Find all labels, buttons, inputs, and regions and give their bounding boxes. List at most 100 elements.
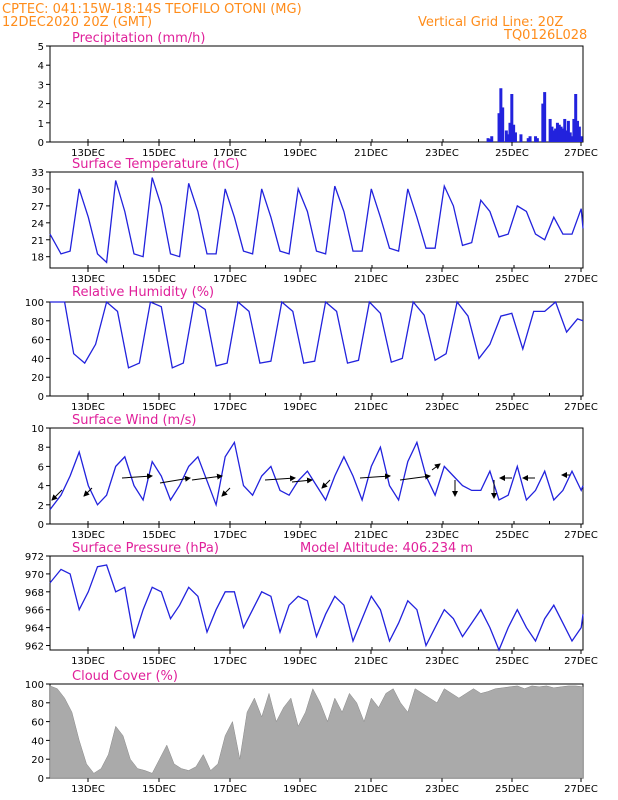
temp-series-line (49, 177, 584, 264)
wind-direction-arrow (191, 473, 223, 481)
cloud-xtick-label: 17DEC (213, 784, 247, 795)
precip-bar (576, 120, 580, 142)
precip-ytick-label: 2 (38, 100, 44, 111)
wind-ytick-label: 2 (38, 501, 44, 512)
precip-bar (508, 122, 512, 142)
precip-xtick-label: 23DEC (425, 148, 459, 159)
wind-ytick-label: 8 (38, 443, 44, 454)
wind-frame (49, 427, 584, 525)
precip-bar (519, 134, 523, 142)
panels: Precipitation (mm/h) 0 1 2 3 4 5 13DEC 15DEC 17DE… (25, 31, 598, 795)
temp-xtick-label: 19DEC (283, 274, 317, 285)
cloud-ytick-label: 80 (31, 699, 44, 710)
wind-ytick-label: 10 (31, 424, 44, 435)
wind-direction-arrow (399, 473, 431, 481)
wind-direction-arrow (321, 479, 331, 489)
wind-title: Surface Wind (m/s) (72, 413, 196, 428)
wind-xtick-label: 27DEC (564, 530, 598, 541)
rh-ytick-label: 80 (31, 317, 44, 328)
rh-xtick-label: 13DEC (71, 402, 105, 413)
precip-bar (561, 128, 565, 142)
wind-xtick-label: 23DEC (425, 530, 459, 541)
cloud-panel: Cloud Cover (%) 0 20 40 60 80 100 13DEC 15DEC 17D… (25, 669, 598, 795)
header-code: TQ0126L028 (503, 28, 587, 43)
precip-title: Precipitation (mm/h) (72, 31, 205, 46)
wind-direction-arrow (431, 463, 441, 471)
cloud-xtick-label: 15DEC (142, 784, 176, 795)
rh-ytick-label: 100 (25, 298, 44, 309)
precip-bar (550, 126, 554, 142)
precip-bar (513, 132, 517, 142)
temp-frame (49, 171, 584, 269)
pressure-xtick-label: 19DEC (283, 656, 317, 667)
precip-xtick-label: 25DEC (495, 148, 529, 159)
precip-xtick-label: 21DEC (354, 148, 388, 159)
wind-ytick-label: 0 (38, 520, 44, 531)
pressure-ytick-label: 968 (25, 588, 44, 599)
precip-bar (563, 118, 567, 142)
pressure-ytick-label: 972 (25, 552, 44, 563)
cloud-ytick-label: 0 (38, 774, 44, 785)
cloud-xtick-label: 13DEC (71, 784, 105, 795)
pressure-xtick-label: 17DEC (213, 656, 247, 667)
cloud-xtick-label: 19DEC (283, 784, 317, 795)
precip-ytick-label: 4 (38, 61, 44, 72)
rh-ytick-label: 40 (31, 354, 44, 365)
wind-direction-arrow (121, 473, 153, 480)
precip-bar (552, 130, 556, 142)
precip-bar (506, 134, 510, 142)
wind-xtick-label: 17DEC (213, 530, 247, 541)
precip-xtick-label: 27DEC (564, 148, 598, 159)
rh-panel: Relative Humidity (%) 0 20 40 60 80 100 13DEC 15… (25, 285, 598, 413)
rh-xtick-label: 27DEC (564, 402, 598, 413)
pressure-subtitle: Model Altitude: 406.234 m (300, 541, 473, 556)
rh-series-line (50, 300, 584, 369)
precip-bar (528, 136, 532, 142)
cloud-xtick-label: 27DEC (564, 784, 598, 795)
pressure-panel: Surface Pressure (hPa) Model Altitude: 40… (25, 541, 598, 667)
rh-ytick-label: 0 (38, 392, 44, 403)
precip-bar (570, 136, 574, 142)
pressure-xtick-label: 23DEC (425, 656, 459, 667)
precip-bar (543, 92, 547, 142)
precip-bar (499, 88, 503, 142)
pressure-ytick-label: 964 (25, 624, 44, 635)
temp-xtick-label: 17DEC (213, 274, 247, 285)
pressure-xtick-label: 27DEC (564, 656, 598, 667)
precip-bar (488, 139, 492, 142)
precip-bar (497, 113, 501, 142)
precip-bar (535, 138, 539, 142)
temp-title: Surface Temperature (nC) (72, 157, 240, 172)
cloud-ytick-label: 20 (31, 755, 44, 766)
precip-xtick-label: 15DEC (142, 148, 176, 159)
precip-ytick-label: 3 (38, 80, 44, 91)
precip-bar (554, 128, 558, 142)
temp-ytick-label: 30 (31, 185, 44, 196)
temp-xtick-label: 27DEC (564, 274, 598, 285)
precip-bar (565, 130, 569, 142)
precip-bar (486, 138, 490, 142)
header-station: CPTEC: 041:15W-18:14S TEOFILO OTONI (MG) (2, 2, 302, 17)
cloud-xtick-label: 25DEC (495, 784, 529, 795)
cloud-xtick-label: 21DEC (354, 784, 388, 795)
precip-bar (512, 124, 516, 142)
precip-bar (555, 122, 559, 142)
pressure-series-line (49, 564, 584, 652)
wind-ytick-label: 6 (38, 462, 44, 473)
precip-xtick-label: 13DEC (71, 148, 105, 159)
wind-direction-arrow (83, 487, 93, 497)
precip-bar (572, 118, 576, 142)
rh-xtick-label: 19DEC (283, 402, 317, 413)
precip-xtick-label: 17DEC (213, 148, 247, 159)
cloud-ytick-label: 60 (31, 718, 44, 729)
precip-bar (501, 107, 505, 142)
rh-xtick-label: 17DEC (213, 402, 247, 413)
wind-xtick-label: 25DEC (495, 530, 529, 541)
wind-ytick-label: 4 (38, 482, 44, 493)
wind-xtick-label: 21DEC (354, 530, 388, 541)
header-date: 12DEC2020 20Z (GMT) (2, 15, 152, 30)
rh-xtick-label: 25DEC (495, 402, 529, 413)
rh-title: Relative Humidity (%) (72, 285, 214, 300)
wind-panel: Surface Wind (m/s) 0 2 4 6 8 10 13DEC 15DEC 17DEC… (31, 413, 598, 541)
precip-ytick-label: 0 (38, 138, 44, 149)
